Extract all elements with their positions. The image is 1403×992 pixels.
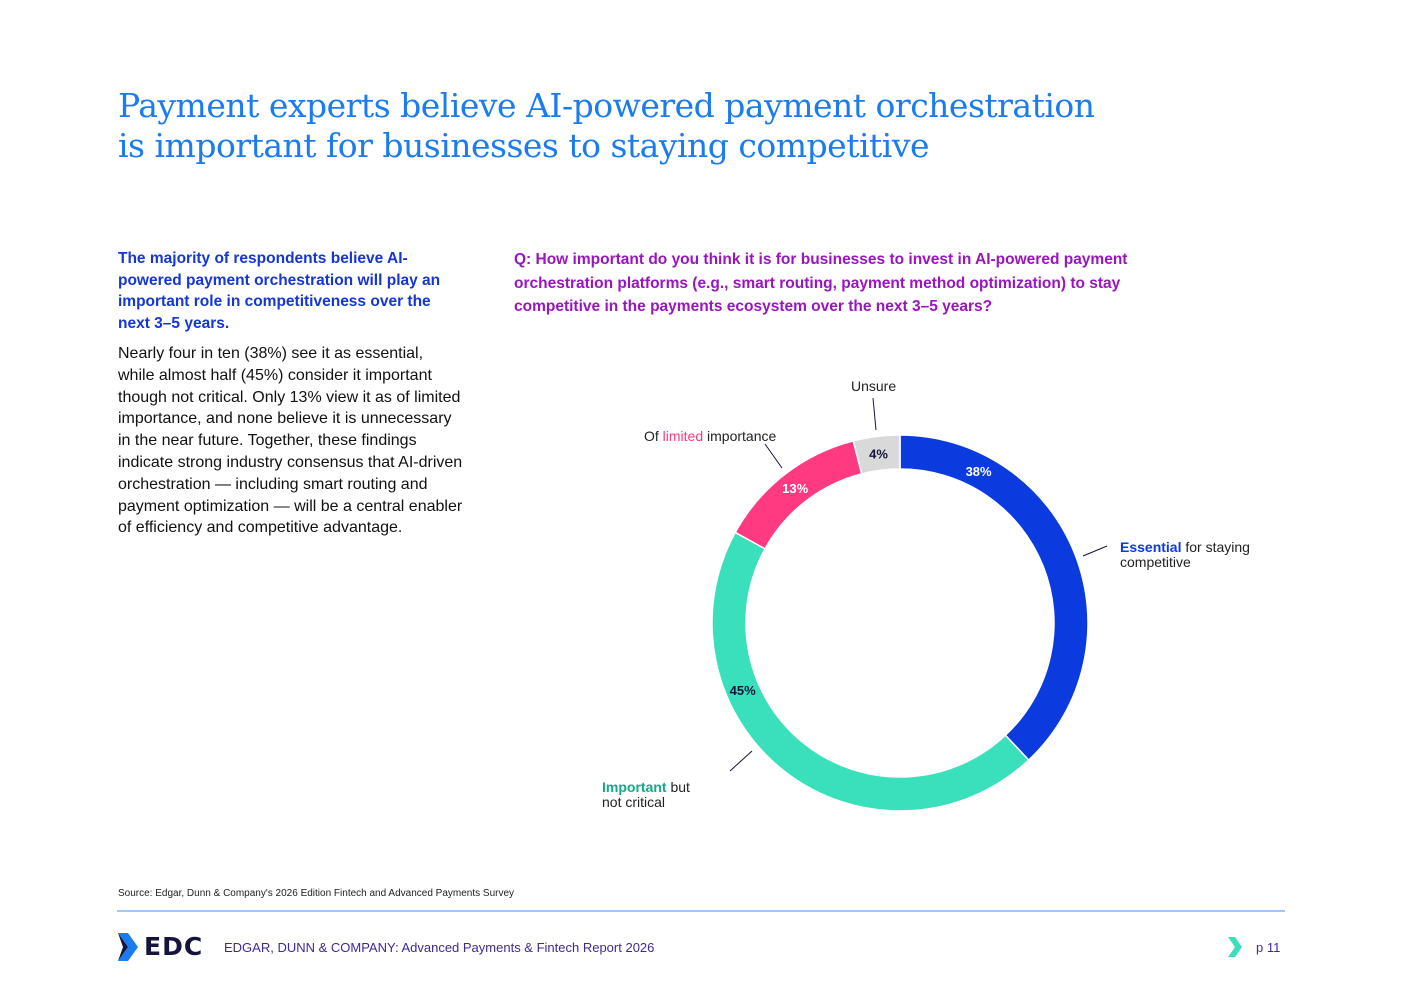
data-label: 4% bbox=[869, 446, 888, 461]
label-limited-prefix: Of bbox=[644, 428, 663, 444]
lead-summary: The majority of respondents believe AI-p… bbox=[118, 250, 441, 332]
page-number: p 11 bbox=[1228, 937, 1280, 957]
leader-line bbox=[729, 750, 753, 772]
donut-slice bbox=[899, 434, 1089, 762]
label-important-highlight: Important bbox=[602, 779, 667, 795]
logo-chevron-icon bbox=[118, 932, 138, 961]
data-label: 38% bbox=[966, 464, 992, 479]
label-important-rest: but not critical bbox=[602, 779, 690, 810]
donut-slice bbox=[852, 434, 901, 475]
page-title: Payment experts believe AI-powered payme… bbox=[118, 86, 1095, 166]
data-label: 13% bbox=[782, 481, 808, 496]
label-limited-highlight: limited bbox=[662, 428, 704, 444]
footer-text: EDGAR, DUNN & COMPANY: Advanced Payments… bbox=[224, 940, 655, 955]
label-essential-rest: for staying competitive bbox=[1120, 539, 1250, 570]
title-line-1: Payment experts believe AI-powered payme… bbox=[118, 86, 1095, 125]
footer-divider bbox=[117, 910, 1285, 912]
body-text: Nearly four in ten (38%) see it as essen… bbox=[118, 345, 463, 537]
edc-logo: EDC bbox=[116, 932, 203, 961]
logo-text: EDC bbox=[144, 932, 204, 961]
label-unsure-text: Unsure bbox=[851, 378, 897, 394]
leader-line bbox=[872, 397, 877, 431]
label-essential: Essential for staying competitive bbox=[1120, 540, 1270, 570]
chevron-right-icon bbox=[1228, 937, 1242, 957]
leader-line bbox=[764, 443, 783, 469]
source-note: Source: Edgar, Dunn & Company's 2026 Edi… bbox=[118, 888, 515, 899]
label-important: Important but not critical bbox=[602, 780, 702, 810]
page-number-text: p 11 bbox=[1256, 939, 1281, 955]
leader-line bbox=[1082, 545, 1108, 557]
label-limited: Of limited importance bbox=[644, 429, 776, 444]
label-limited-rest: importance bbox=[703, 428, 777, 444]
title-line-2: is important for businesses to staying c… bbox=[118, 126, 930, 165]
data-label: 45% bbox=[730, 683, 756, 698]
label-unsure: Unsure bbox=[851, 379, 896, 394]
chart-question: Q: How important do you think it is for … bbox=[514, 251, 1128, 315]
label-essential-highlight: Essential bbox=[1120, 539, 1182, 555]
donut-slice bbox=[711, 531, 1030, 812]
